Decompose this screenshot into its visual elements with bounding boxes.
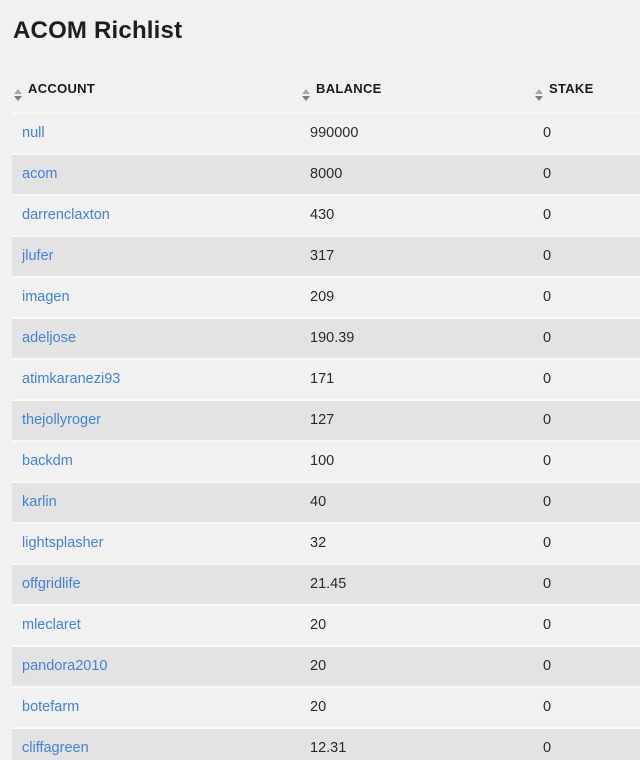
table-row: darrenclaxton 430 0: [12, 194, 640, 235]
balance-cell: 317: [300, 235, 533, 276]
account-link[interactable]: cliffagreen: [22, 740, 89, 756]
account-cell: backdm: [12, 440, 300, 481]
page-title: ACOM Richlist: [13, 17, 183, 44]
account-cell: offgridlife: [12, 563, 300, 604]
column-header-stake[interactable]: STAKE: [533, 63, 640, 112]
table-row: imagen 209 0: [12, 276, 640, 317]
stake-cell: 0: [533, 112, 640, 153]
sort-icon: [535, 89, 543, 101]
balance-cell: 100: [300, 440, 533, 481]
table-row: null 990000 0: [12, 112, 640, 153]
balance-cell: 990000: [300, 112, 533, 153]
table-row: thejollyroger 127 0: [12, 399, 640, 440]
balance-cell: 12.31: [300, 727, 533, 760]
account-link[interactable]: darrenclaxton: [22, 207, 110, 223]
stake-cell: 0: [533, 440, 640, 481]
stake-cell: 0: [533, 276, 640, 317]
table-row: acom 8000 0: [12, 153, 640, 194]
column-label-stake: STAKE: [549, 81, 594, 96]
table-row: adeljose 190.39 0: [12, 317, 640, 358]
balance-cell: 40: [300, 481, 533, 522]
column-header-account[interactable]: ACCOUNT: [12, 63, 300, 112]
table-row: cliffagreen 12.31 0: [12, 727, 640, 760]
table-row: jlufer 317 0: [12, 235, 640, 276]
richlist-table: ACCOUNT BALANCE STAKE null 990000 0: [12, 63, 640, 760]
table-row: mleclaret 20 0: [12, 604, 640, 645]
balance-cell: 20: [300, 645, 533, 686]
balance-cell: 430: [300, 194, 533, 235]
balance-cell: 127: [300, 399, 533, 440]
account-link[interactable]: backdm: [22, 453, 73, 469]
balance-cell: 20: [300, 604, 533, 645]
table-header: ACCOUNT BALANCE STAKE: [12, 63, 640, 112]
table-row: lightsplasher 32 0: [12, 522, 640, 563]
account-cell: darrenclaxton: [12, 194, 300, 235]
stake-cell: 0: [533, 358, 640, 399]
account-cell: jlufer: [12, 235, 300, 276]
account-cell: acom: [12, 153, 300, 194]
balance-cell: 171: [300, 358, 533, 399]
balance-cell: 21.45: [300, 563, 533, 604]
column-header-balance[interactable]: BALANCE: [300, 63, 533, 112]
sort-icon: [302, 89, 310, 101]
account-link[interactable]: imagen: [22, 289, 70, 305]
account-cell: thejollyroger: [12, 399, 300, 440]
account-link[interactable]: jlufer: [22, 248, 54, 264]
account-cell: cliffagreen: [12, 727, 300, 760]
stake-cell: 0: [533, 563, 640, 604]
balance-cell: 8000: [300, 153, 533, 194]
account-cell: pandora2010: [12, 645, 300, 686]
table-row: karlin 40 0: [12, 481, 640, 522]
richlist-page: ACOM Richlist ACCOUNT BALANCE STAKE: [0, 14, 640, 760]
account-cell: botefarm: [12, 686, 300, 727]
account-link[interactable]: atimkaranezi93: [22, 371, 121, 387]
account-cell: atimkaranezi93: [12, 358, 300, 399]
sort-icon: [14, 89, 22, 101]
account-link[interactable]: null: [22, 125, 45, 141]
stake-cell: 0: [533, 194, 640, 235]
account-link[interactable]: karlin: [22, 494, 57, 510]
account-link[interactable]: pandora2010: [22, 658, 108, 674]
stake-cell: 0: [533, 235, 640, 276]
column-label-balance: BALANCE: [316, 81, 382, 96]
balance-cell: 32: [300, 522, 533, 563]
account-link[interactable]: botefarm: [22, 699, 80, 715]
account-cell: null: [12, 112, 300, 153]
account-link[interactable]: acom: [22, 166, 58, 182]
account-link[interactable]: offgridlife: [22, 576, 81, 592]
stake-cell: 0: [533, 481, 640, 522]
stake-cell: 0: [533, 645, 640, 686]
table-row: atimkaranezi93 171 0: [12, 358, 640, 399]
stake-cell: 0: [533, 399, 640, 440]
account-cell: karlin: [12, 481, 300, 522]
account-link[interactable]: adeljose: [22, 330, 77, 346]
table-row: pandora2010 20 0: [12, 645, 640, 686]
table-row: offgridlife 21.45 0: [12, 563, 640, 604]
stake-cell: 0: [533, 522, 640, 563]
account-link[interactable]: thejollyroger: [22, 412, 101, 428]
column-label-account: ACCOUNT: [28, 81, 96, 96]
account-cell: lightsplasher: [12, 522, 300, 563]
balance-cell: 20: [300, 686, 533, 727]
table-row: botefarm 20 0: [12, 686, 640, 727]
account-link[interactable]: lightsplasher: [22, 535, 104, 551]
stake-cell: 0: [533, 317, 640, 358]
account-cell: imagen: [12, 276, 300, 317]
table-body: null 990000 0 acom 8000 0 darrenclaxton …: [12, 112, 640, 760]
table-row: backdm 100 0: [12, 440, 640, 481]
stake-cell: 0: [533, 153, 640, 194]
stake-cell: 0: [533, 727, 640, 760]
header-row: ACCOUNT BALANCE STAKE: [12, 63, 640, 112]
account-cell: mleclaret: [12, 604, 300, 645]
account-cell: adeljose: [12, 317, 300, 358]
stake-cell: 0: [533, 686, 640, 727]
balance-cell: 190.39: [300, 317, 533, 358]
stake-cell: 0: [533, 604, 640, 645]
account-link[interactable]: mleclaret: [22, 617, 81, 633]
balance-cell: 209: [300, 276, 533, 317]
